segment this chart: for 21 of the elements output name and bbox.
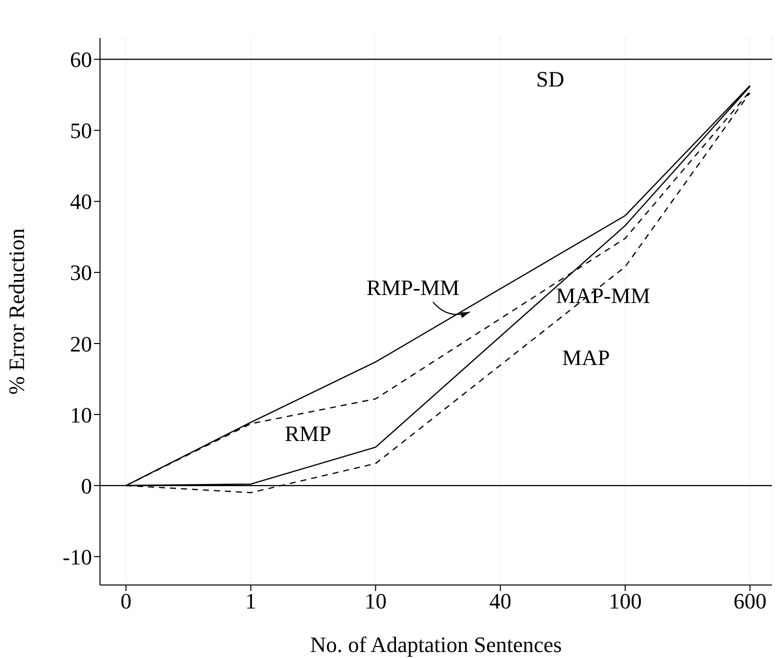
x-tick-label: 10: [364, 588, 387, 614]
y-tick-label: -10: [62, 544, 92, 570]
series-label: MAP: [562, 345, 610, 370]
y-axis-title: % Error Reduction: [4, 228, 29, 395]
y-tick-label: 40: [70, 189, 92, 214]
y-tick-label: 20: [70, 331, 92, 356]
x-tick-label: 600: [734, 588, 766, 614]
y-tick-label: 30: [70, 260, 92, 286]
y-tick-label: 0: [81, 473, 92, 498]
x-tick-label: 100: [608, 588, 642, 614]
y-tick-label: 50: [70, 118, 92, 144]
x-tick-label: 1: [245, 588, 256, 614]
series-label: MAP-MM: [556, 283, 650, 308]
x-axis-title: No. of Adaptation Sentences: [310, 632, 562, 657]
series-label: RMP: [284, 421, 332, 446]
series-label: RMP-MM: [366, 275, 460, 300]
y-tick-label: 10: [70, 402, 92, 428]
x-tick-label: 0: [120, 588, 132, 614]
y-tick-label: 60: [70, 47, 92, 72]
ref-line-label: SD: [536, 66, 564, 92]
x-tick-label: 40: [489, 588, 512, 614]
